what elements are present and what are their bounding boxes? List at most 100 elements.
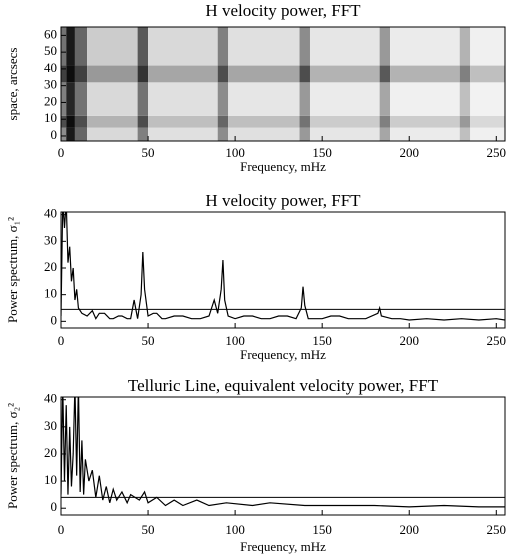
x-tick-label: 250 bbox=[487, 145, 507, 160]
heat-cell bbox=[148, 82, 218, 116]
heat-cell bbox=[217, 127, 229, 141]
heat-cell bbox=[87, 127, 138, 141]
heat-cell bbox=[87, 82, 138, 116]
heat-cell bbox=[74, 27, 88, 66]
heat-cell bbox=[87, 27, 138, 66]
heat-cell bbox=[66, 65, 75, 83]
heat-cell bbox=[66, 82, 75, 116]
spectrum-line bbox=[61, 397, 505, 508]
plot-frame bbox=[60, 396, 506, 516]
plot bbox=[61, 27, 505, 141]
chart-title: H velocity power, FFT bbox=[205, 191, 361, 210]
x-tick-label: 250 bbox=[487, 522, 507, 537]
y-axis-label: space, arcsecs bbox=[5, 48, 20, 121]
x-tick-label: 100 bbox=[225, 145, 245, 160]
heat-cell bbox=[379, 127, 391, 141]
heat-cell bbox=[61, 65, 67, 83]
x-axis-label: Frequency, mHz bbox=[240, 539, 326, 554]
x-tick-label: 50 bbox=[142, 522, 155, 537]
heat-cell bbox=[61, 27, 67, 66]
heat-cell bbox=[309, 115, 380, 128]
heat-cell bbox=[459, 115, 471, 128]
heat-cell bbox=[137, 115, 149, 128]
x-tick-label: 100 bbox=[225, 522, 245, 537]
heat-cell bbox=[217, 27, 229, 66]
heat-cell bbox=[459, 127, 471, 141]
heat-cell bbox=[379, 82, 391, 116]
heat-cell bbox=[66, 115, 75, 128]
heat-cell bbox=[470, 115, 505, 128]
heat-cell bbox=[137, 127, 149, 141]
y-tick-label: 10 bbox=[44, 472, 57, 487]
y-tick-label: 30 bbox=[44, 77, 57, 92]
x-tick-label: 0 bbox=[58, 333, 65, 348]
heat-cell bbox=[459, 82, 471, 116]
heat-cell bbox=[137, 65, 149, 83]
heat-cell bbox=[148, 115, 218, 128]
heat-cell bbox=[459, 27, 471, 66]
y-tick-label: 40 bbox=[44, 206, 57, 221]
x-tick-label: 0 bbox=[58, 145, 65, 160]
y-axis-label: Power spectrum, σ₁² bbox=[5, 217, 20, 323]
x-tick-label: 250 bbox=[487, 333, 507, 348]
heat-cell bbox=[137, 82, 149, 116]
heat-cell bbox=[228, 65, 300, 83]
x-tick-label: 200 bbox=[399, 522, 419, 537]
y-tick-label: 60 bbox=[44, 26, 57, 41]
x-tick-label: 0 bbox=[58, 522, 65, 537]
heat-cell bbox=[74, 65, 88, 83]
heat-cell bbox=[390, 82, 460, 116]
x-tick-label: 150 bbox=[312, 522, 332, 537]
heat-cell bbox=[390, 127, 460, 141]
heat-cell bbox=[61, 115, 67, 128]
y-tick-label: 0 bbox=[51, 312, 58, 327]
heat-cell bbox=[228, 115, 300, 128]
heat-cell bbox=[309, 65, 380, 83]
heat-cell bbox=[66, 127, 75, 141]
y-tick-label: 40 bbox=[44, 391, 57, 406]
heat-cell bbox=[228, 82, 300, 116]
heat-cell bbox=[74, 115, 88, 128]
heat-cell bbox=[217, 115, 229, 128]
heat-cell bbox=[148, 127, 218, 141]
x-tick-label: 150 bbox=[312, 333, 332, 348]
heat-cell bbox=[61, 127, 67, 141]
x-tick-label: 100 bbox=[225, 333, 245, 348]
heat-cell bbox=[309, 127, 380, 141]
heat-cell bbox=[74, 127, 88, 141]
heat-cell bbox=[470, 65, 505, 83]
x-axis-label: Frequency, mHz bbox=[240, 159, 326, 174]
heat-cell bbox=[228, 27, 300, 66]
y-tick-label: 20 bbox=[44, 259, 57, 274]
y-tick-label: 40 bbox=[44, 60, 57, 75]
heat-cell bbox=[87, 115, 138, 128]
heat-cell bbox=[379, 65, 391, 83]
x-tick-label: 200 bbox=[399, 145, 419, 160]
x-tick-label: 150 bbox=[312, 145, 332, 160]
heat-cell bbox=[390, 27, 460, 66]
heat-cell bbox=[137, 27, 149, 66]
heat-cell bbox=[470, 127, 505, 141]
heat-cell bbox=[299, 82, 310, 116]
heat-cell bbox=[66, 27, 75, 66]
heat-cell bbox=[379, 115, 391, 128]
chart-title: Telluric Line, equivalent velocity power… bbox=[128, 376, 439, 395]
heat-cell bbox=[299, 115, 310, 128]
y-tick-label: 10 bbox=[44, 110, 57, 125]
x-tick-label: 50 bbox=[142, 145, 155, 160]
heat-cell bbox=[299, 127, 310, 141]
heat-cell bbox=[299, 65, 310, 83]
y-tick-label: 20 bbox=[44, 445, 57, 460]
heat-cell bbox=[87, 65, 138, 83]
heat-cell bbox=[309, 82, 380, 116]
heat-cell bbox=[470, 82, 505, 116]
x-axis-label: Frequency, mHz bbox=[240, 347, 326, 362]
heat-cell bbox=[390, 65, 460, 83]
y-tick-label: 0 bbox=[51, 127, 58, 142]
plot bbox=[61, 212, 505, 321]
y-tick-label: 30 bbox=[44, 232, 57, 247]
plot-frame bbox=[60, 26, 506, 142]
heat-cell bbox=[379, 27, 391, 66]
plot-frame bbox=[60, 211, 506, 329]
